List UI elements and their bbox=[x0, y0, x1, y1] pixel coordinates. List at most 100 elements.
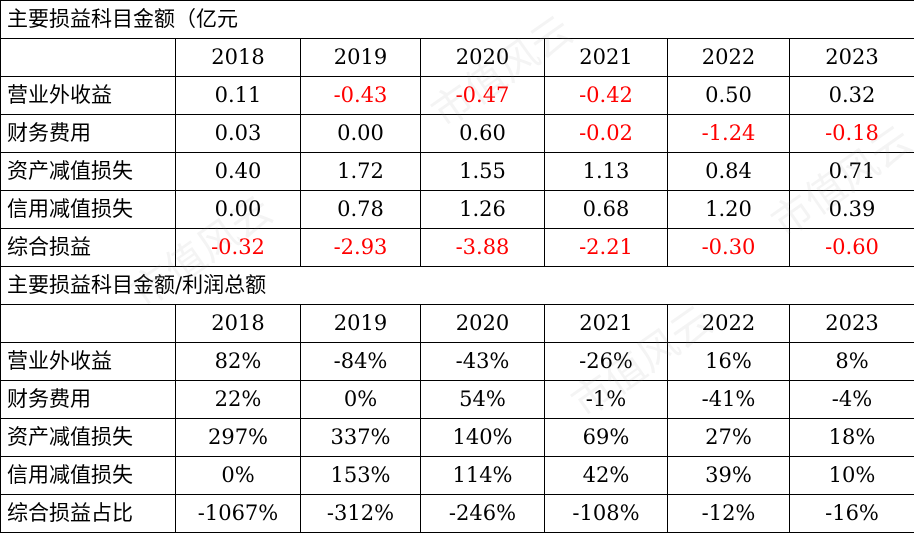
row-label: 综合损益 bbox=[0, 228, 176, 267]
value-cell: -26% bbox=[544, 342, 668, 381]
value-cell: 0.71 bbox=[789, 152, 914, 191]
value-cell: -16% bbox=[789, 494, 914, 533]
value-cell: -1.24 bbox=[667, 114, 790, 153]
value-cell: 0.78 bbox=[300, 190, 421, 229]
value-cell: -41% bbox=[667, 380, 790, 419]
value-cell: 1.20 bbox=[667, 190, 790, 229]
section-title: 主要损益科目金额/利润总额 bbox=[0, 266, 914, 305]
value-cell: 140% bbox=[420, 418, 545, 457]
value-cell: -84% bbox=[300, 342, 421, 381]
value-cell: -0.02 bbox=[544, 114, 668, 153]
table-row: 营业外收益 82% -84% -43% -26% 16% 8% bbox=[0, 342, 914, 381]
value-cell: -0.18 bbox=[789, 114, 914, 153]
year-header: 2023 bbox=[789, 38, 914, 77]
year-header-row: 2018 2019 2020 2021 2022 2023 bbox=[0, 304, 914, 343]
value-cell: 1.55 bbox=[420, 152, 545, 191]
year-header: 2022 bbox=[667, 304, 790, 343]
value-cell: -12% bbox=[667, 494, 790, 533]
value-cell: 0.60 bbox=[420, 114, 545, 153]
table-row: 资产减值损失 0.40 1.72 1.55 1.13 0.84 0.71 bbox=[0, 152, 914, 191]
value-cell: 69% bbox=[544, 418, 668, 457]
value-cell: -108% bbox=[544, 494, 668, 533]
value-cell: 0.50 bbox=[667, 76, 790, 115]
value-cell: 42% bbox=[544, 456, 668, 495]
value-cell: 0.03 bbox=[175, 114, 301, 153]
row-label: 财务费用 bbox=[0, 380, 176, 419]
value-cell: 22% bbox=[175, 380, 301, 419]
table-row: 资产减值损失 297% 337% 140% 69% 27% 18% bbox=[0, 418, 914, 457]
header-empty-cell bbox=[0, 38, 176, 77]
value-cell: -0.43 bbox=[300, 76, 421, 115]
value-cell: -2.93 bbox=[300, 228, 421, 267]
year-header: 2023 bbox=[789, 304, 914, 343]
row-label: 信用减值损失 bbox=[0, 190, 176, 229]
value-cell: 18% bbox=[789, 418, 914, 457]
row-label: 资产减值损失 bbox=[0, 418, 176, 457]
value-cell: 0% bbox=[300, 380, 421, 419]
value-cell: -0.60 bbox=[789, 228, 914, 267]
value-cell: 0.68 bbox=[544, 190, 668, 229]
value-cell: 16% bbox=[667, 342, 790, 381]
year-header: 2018 bbox=[175, 38, 301, 77]
value-cell: 0.39 bbox=[789, 190, 914, 229]
value-cell: 1.13 bbox=[544, 152, 668, 191]
value-cell: 0.00 bbox=[175, 190, 301, 229]
year-header: 2021 bbox=[544, 304, 668, 343]
value-cell: 0.00 bbox=[300, 114, 421, 153]
value-cell: 0.32 bbox=[789, 76, 914, 115]
value-cell: 153% bbox=[300, 456, 421, 495]
value-cell: -246% bbox=[420, 494, 545, 533]
value-cell: -1% bbox=[544, 380, 668, 419]
value-cell: -0.32 bbox=[175, 228, 301, 267]
value-cell: 114% bbox=[420, 456, 545, 495]
value-cell: -2.21 bbox=[544, 228, 668, 267]
table-row: 信用减值损失 0.00 0.78 1.26 0.68 1.20 0.39 bbox=[0, 190, 914, 229]
year-header: 2022 bbox=[667, 38, 790, 77]
value-cell: 1.26 bbox=[420, 190, 545, 229]
value-cell: 0.11 bbox=[175, 76, 301, 115]
value-cell: -312% bbox=[300, 494, 421, 533]
section-title-row: 主要损益科目金额/利润总额 bbox=[0, 266, 914, 305]
value-cell: 8% bbox=[789, 342, 914, 381]
table-row: 财务费用 22% 0% 54% -1% -41% -4% bbox=[0, 380, 914, 419]
year-header: 2020 bbox=[420, 38, 545, 77]
year-header: 2019 bbox=[300, 38, 421, 77]
row-label: 营业外收益 bbox=[0, 76, 176, 115]
value-cell: -0.42 bbox=[544, 76, 668, 115]
header-empty-cell bbox=[0, 304, 176, 343]
value-cell: -4% bbox=[789, 380, 914, 419]
year-header-row: 2018 2019 2020 2021 2022 2023 bbox=[0, 38, 914, 77]
table-row: 财务费用 0.03 0.00 0.60 -0.02 -1.24 -0.18 bbox=[0, 114, 914, 153]
value-cell: -1067% bbox=[175, 494, 301, 533]
value-cell: 0% bbox=[175, 456, 301, 495]
table-row: 营业外收益 0.11 -0.43 -0.47 -0.42 0.50 0.32 bbox=[0, 76, 914, 115]
row-label: 营业外收益 bbox=[0, 342, 176, 381]
value-cell: 54% bbox=[420, 380, 545, 419]
value-cell: 1.72 bbox=[300, 152, 421, 191]
value-cell: -3.88 bbox=[420, 228, 545, 267]
value-cell: -0.47 bbox=[420, 76, 545, 115]
value-cell: 0.40 bbox=[175, 152, 301, 191]
row-label: 综合损益占比 bbox=[0, 494, 176, 533]
year-header: 2018 bbox=[175, 304, 301, 343]
year-header: 2019 bbox=[300, 304, 421, 343]
row-label: 资产减值损失 bbox=[0, 152, 176, 191]
table-row: 信用减值损失 0% 153% 114% 42% 39% 10% bbox=[0, 456, 914, 495]
section-title-row: 主要损益科目金额（亿元 bbox=[0, 0, 914, 39]
value-cell: 27% bbox=[667, 418, 790, 457]
value-cell: 39% bbox=[667, 456, 790, 495]
table-row: 综合损益 -0.32 -2.93 -3.88 -2.21 -0.30 -0.60 bbox=[0, 228, 914, 267]
year-header: 2020 bbox=[420, 304, 545, 343]
value-cell: 297% bbox=[175, 418, 301, 457]
section-title: 主要损益科目金额（亿元 bbox=[0, 0, 914, 39]
value-cell: -0.30 bbox=[667, 228, 790, 267]
table-row: 综合损益占比 -1067% -312% -246% -108% -12% -16% bbox=[0, 494, 914, 533]
value-cell: 82% bbox=[175, 342, 301, 381]
row-label: 财务费用 bbox=[0, 114, 176, 153]
value-cell: -43% bbox=[420, 342, 545, 381]
value-cell: 10% bbox=[789, 456, 914, 495]
row-label: 信用减值损失 bbox=[0, 456, 176, 495]
value-cell: 0.84 bbox=[667, 152, 790, 191]
value-cell: 337% bbox=[300, 418, 421, 457]
